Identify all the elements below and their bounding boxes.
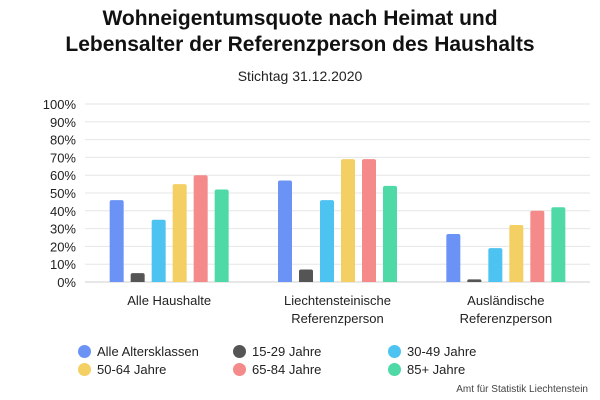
bar bbox=[109, 200, 124, 282]
bar bbox=[320, 200, 334, 282]
bar bbox=[278, 180, 292, 282]
bar bbox=[362, 159, 376, 282]
y-tick-label: 10% bbox=[50, 257, 76, 272]
category-label: Liechtensteinische bbox=[284, 293, 391, 308]
y-tick-label: 100% bbox=[43, 97, 77, 112]
y-tick-label: 0% bbox=[57, 275, 76, 290]
chart-title: Wohneigentumsquote nach Heimat und Leben… bbox=[0, 6, 600, 58]
bar bbox=[172, 184, 187, 282]
legend-swatch bbox=[388, 363, 401, 376]
bar bbox=[193, 175, 208, 282]
legend-swatch bbox=[388, 345, 401, 358]
y-tick-label: 30% bbox=[50, 222, 76, 237]
legend-item: 30-49 Jahre bbox=[388, 344, 476, 359]
y-tick-label: 90% bbox=[50, 115, 76, 130]
legend-swatch bbox=[78, 345, 91, 358]
category-label: Referenzperson bbox=[291, 311, 384, 326]
legend-item: 50-64 Jahre bbox=[78, 362, 166, 377]
source-note: Amt für Statistik Liechtenstein bbox=[456, 384, 588, 395]
y-tick-label: 50% bbox=[50, 186, 76, 201]
legend-label: 65-84 Jahre bbox=[252, 362, 322, 377]
bar bbox=[383, 185, 397, 282]
legend-label: Alle Altersklassen bbox=[97, 344, 199, 359]
bar bbox=[299, 269, 313, 282]
bar bbox=[130, 273, 145, 282]
bar bbox=[151, 219, 166, 282]
legend-item: 85+ Jahre bbox=[388, 362, 465, 377]
legend-label: 50-64 Jahre bbox=[97, 362, 167, 377]
chart-title-line-1: Wohneigentumsquote nach Heimat und bbox=[102, 7, 498, 30]
bar bbox=[446, 233, 461, 282]
legend-swatch bbox=[233, 363, 246, 376]
bar bbox=[488, 248, 503, 282]
bar bbox=[341, 159, 355, 282]
y-tick-label: 80% bbox=[50, 133, 76, 148]
legend-item: 65-84 Jahre bbox=[233, 362, 321, 377]
legend-swatch bbox=[233, 345, 246, 358]
legend-item: 15-29 Jahre bbox=[233, 344, 321, 359]
legend-label: 85+ Jahre bbox=[407, 362, 466, 377]
y-tick-label: 60% bbox=[50, 168, 76, 183]
legend-label: 30-49 Jahre bbox=[407, 344, 477, 359]
bar bbox=[551, 207, 566, 282]
y-tick-label: 40% bbox=[50, 204, 76, 219]
category-label: Ausländische bbox=[467, 293, 544, 308]
legend-swatch bbox=[78, 363, 91, 376]
legend-item: Alle Altersklassen bbox=[78, 344, 199, 359]
category-label: Referenzperson bbox=[460, 311, 553, 326]
chart-subtitle: Stichtag 31.12.2020 bbox=[237, 68, 363, 84]
chart-title-line-2: Lebensalter der Referenzperson des Haush… bbox=[65, 33, 535, 56]
y-tick-label: 70% bbox=[50, 150, 76, 165]
y-tick-label: 20% bbox=[50, 239, 76, 254]
bar bbox=[214, 189, 229, 282]
bar bbox=[530, 210, 545, 282]
bar bbox=[509, 225, 524, 282]
bar bbox=[467, 279, 482, 282]
category-label: Alle Haushalte bbox=[127, 293, 211, 308]
legend-label: 15-29 Jahre bbox=[252, 344, 322, 359]
